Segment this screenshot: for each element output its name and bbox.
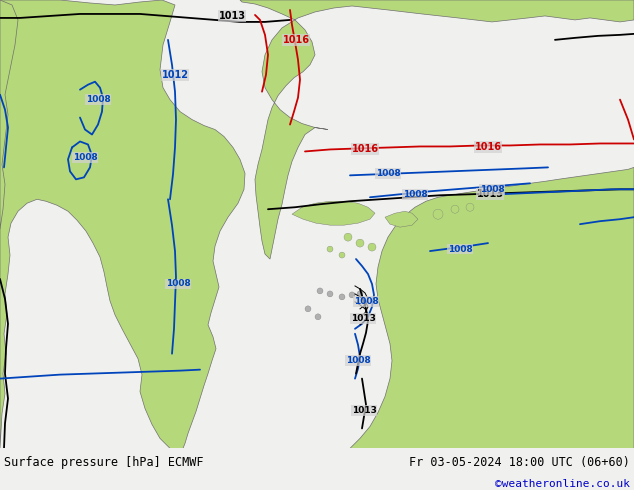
Text: 1013: 1013 [219, 11, 245, 21]
Circle shape [368, 243, 376, 251]
Circle shape [317, 288, 323, 294]
Text: 1008: 1008 [403, 190, 427, 199]
Text: 1013: 1013 [352, 406, 377, 415]
Text: 1008: 1008 [346, 356, 370, 365]
Text: Fr 03-05-2024 18:00 UTC (06+60): Fr 03-05-2024 18:00 UTC (06+60) [409, 456, 630, 469]
Text: 1008: 1008 [73, 153, 98, 162]
Polygon shape [350, 168, 634, 448]
Circle shape [357, 291, 363, 297]
Circle shape [327, 291, 333, 297]
Circle shape [356, 239, 364, 247]
Polygon shape [0, 0, 18, 229]
Text: 1008: 1008 [86, 95, 110, 104]
Polygon shape [240, 0, 634, 259]
Circle shape [433, 209, 443, 219]
Circle shape [344, 233, 352, 241]
Text: 1008: 1008 [165, 279, 190, 289]
Text: 1016: 1016 [474, 143, 501, 152]
Circle shape [339, 294, 345, 300]
Text: 1008: 1008 [354, 297, 378, 306]
Circle shape [315, 314, 321, 320]
Polygon shape [385, 211, 418, 227]
Text: 1013: 1013 [351, 314, 375, 323]
Text: ©weatheronline.co.uk: ©weatheronline.co.uk [495, 479, 630, 489]
Polygon shape [292, 201, 375, 225]
Circle shape [466, 203, 474, 211]
Text: 1008: 1008 [480, 185, 505, 194]
Circle shape [305, 306, 311, 312]
Polygon shape [0, 0, 245, 448]
Circle shape [451, 205, 459, 213]
Circle shape [339, 252, 345, 258]
Text: 1008: 1008 [375, 169, 401, 178]
Circle shape [349, 292, 355, 298]
Text: 1008: 1008 [448, 245, 472, 254]
Text: Surface pressure [hPa] ECMWF: Surface pressure [hPa] ECMWF [4, 456, 204, 469]
Text: 1016: 1016 [283, 35, 309, 45]
Text: 1012: 1012 [162, 70, 188, 80]
Circle shape [327, 246, 333, 252]
Text: 1016: 1016 [351, 145, 378, 154]
Text: 1013: 1013 [477, 189, 503, 199]
